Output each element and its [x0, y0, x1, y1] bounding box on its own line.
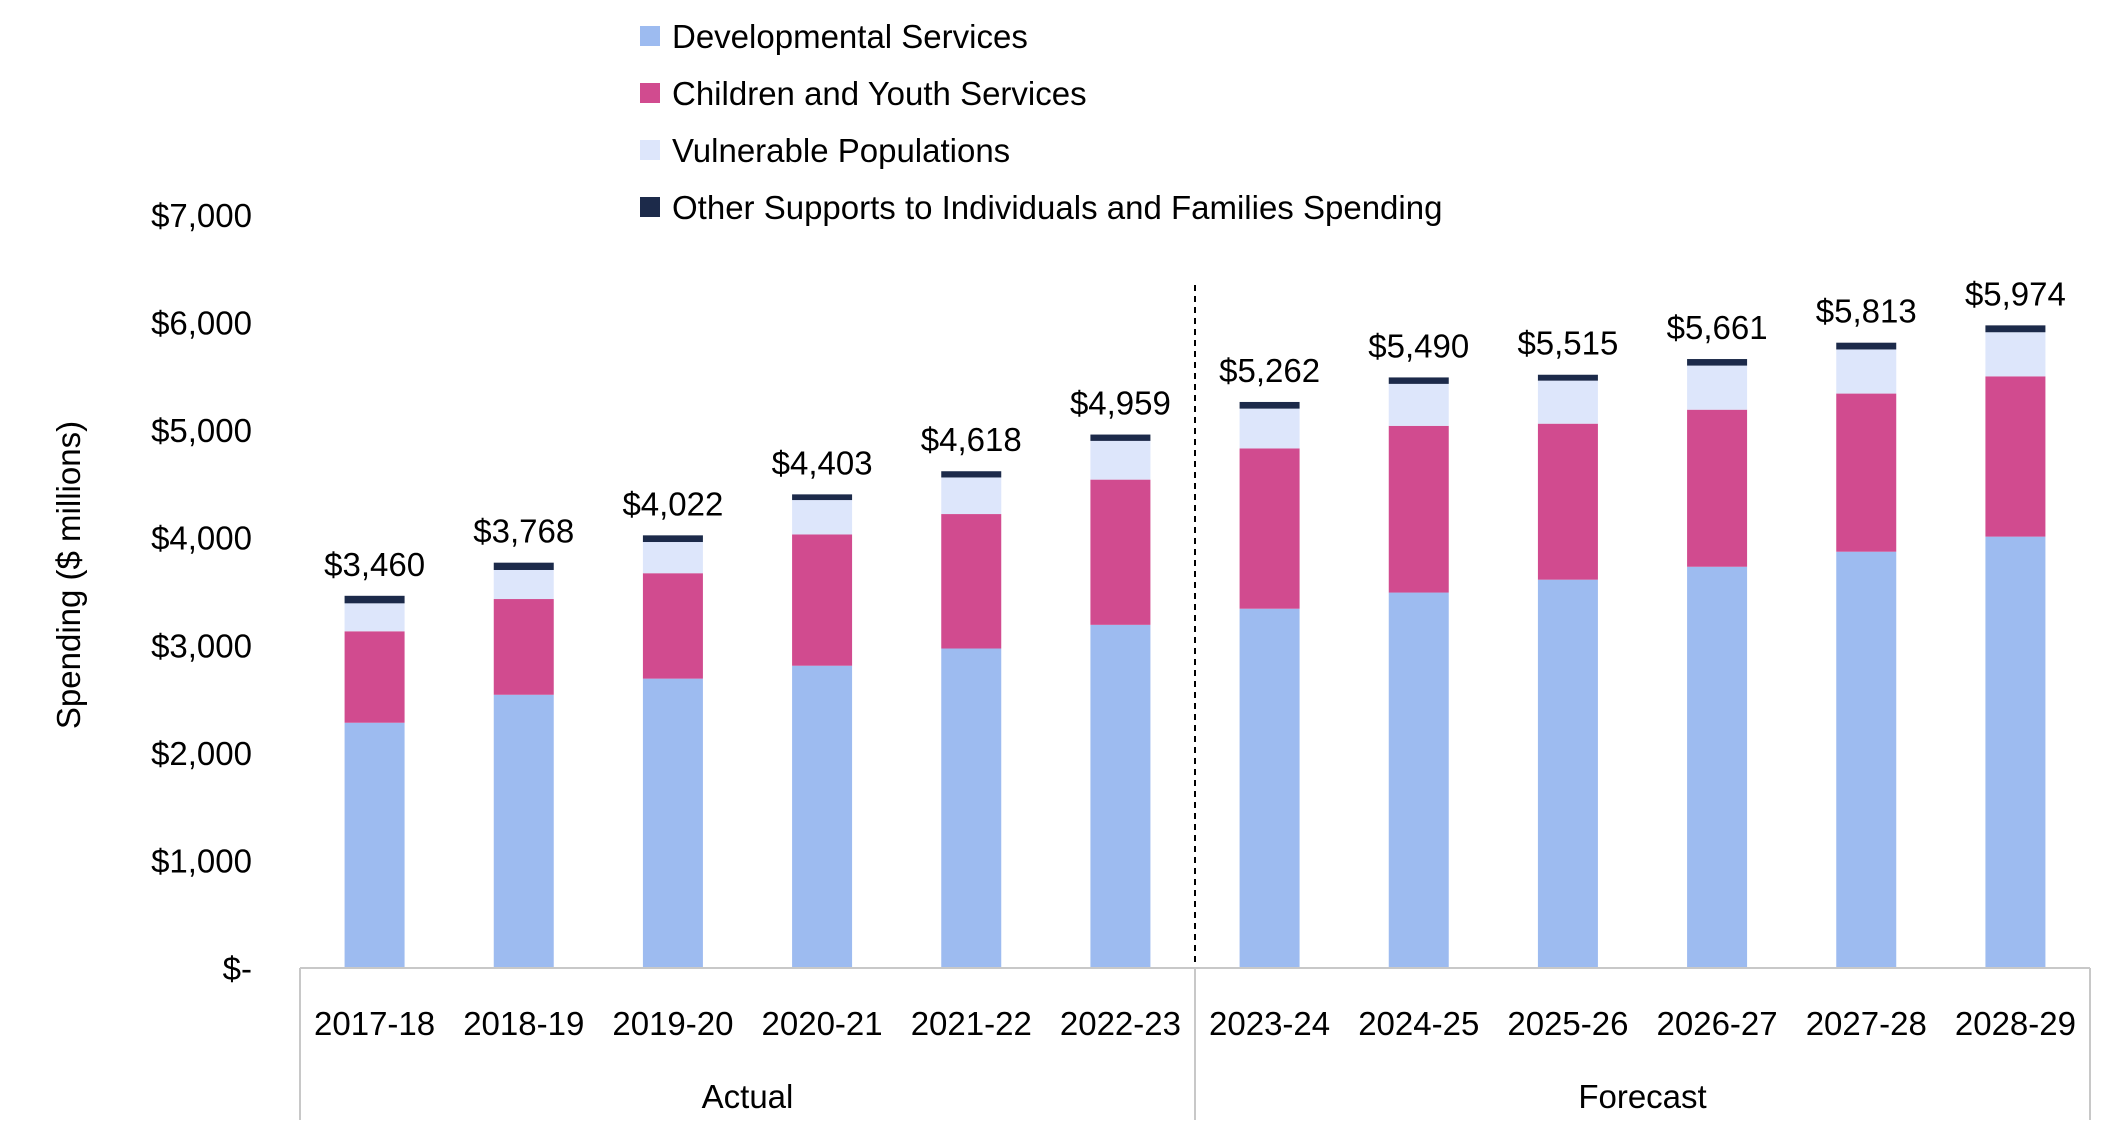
bar-segment: [1836, 349, 1897, 394]
bar-segment: [1985, 325, 2046, 333]
total-label: $3,768: [473, 513, 574, 550]
legend-swatch: [640, 26, 660, 46]
bar-segment: [1388, 592, 1449, 968]
y-axis-ticks: $- $1,000 $2,000 $3,000 $4,000 $5,000 $6,000 $7…: [151, 197, 252, 987]
bar-segment: [941, 514, 1002, 649]
bar-segment: [1090, 440, 1151, 480]
bar-segment: [1090, 434, 1151, 441]
bar-segment: [344, 631, 405, 723]
legend-label: Developmental Services: [672, 18, 1028, 55]
bar-segment: [1239, 448, 1300, 609]
x-axis: 2017-18 2018-19 2019-20 2020-21 2021-22 2022-…: [299, 967, 2091, 1120]
bar-segment: [941, 477, 1002, 515]
total-label: $5,490: [1368, 327, 1469, 364]
legend: Developmental Services Children and Youth…: [640, 18, 1442, 226]
group-label: Forecast: [1578, 1078, 1706, 1115]
bar-segment: [1985, 536, 2046, 968]
total-label: $5,813: [1816, 293, 1917, 330]
bar-segment: [642, 535, 703, 543]
bar-segment: [1537, 380, 1598, 424]
bar-segment: [1537, 423, 1598, 580]
total-label: $5,262: [1219, 352, 1320, 389]
total-labels: $3,460 $3,768 $4,022 $4,403 $4,618 $4,959 $5,2…: [324, 275, 2066, 582]
legend-label: Other Supports to Individuals and Famili…: [672, 189, 1442, 226]
bar-segment: [1239, 608, 1300, 968]
bar-segment: [1687, 566, 1748, 968]
bar-segment: [1239, 401, 1300, 409]
total-label: $4,022: [622, 485, 723, 522]
group-label: Actual: [702, 1078, 794, 1115]
bar-segment: [1836, 342, 1897, 350]
bar-segment: [1985, 332, 2046, 377]
legend-swatch: [640, 83, 660, 103]
y-tick-label: $2,000: [151, 735, 252, 772]
bar-segment: [1090, 624, 1151, 968]
bar-segment: [1388, 377, 1449, 384]
x-tick-label: 2026-27: [1657, 1005, 1778, 1042]
x-tick-label: 2027-28: [1806, 1005, 1927, 1042]
bar-segment: [1687, 365, 1748, 410]
bar-segment: [792, 500, 853, 535]
x-tick-label: 2028-29: [1955, 1005, 2076, 1042]
bar-segment: [1239, 408, 1300, 449]
total-label: $4,618: [921, 421, 1022, 458]
bar-segment: [642, 678, 703, 968]
x-tick-label: 2025-26: [1507, 1005, 1628, 1042]
bar-segment: [1388, 383, 1449, 426]
bar-segment: [1537, 579, 1598, 968]
x-tick-label: 2023-24: [1209, 1005, 1330, 1042]
bar-segment: [1985, 376, 2046, 537]
bar-segment: [344, 722, 405, 968]
total-label: $5,661: [1667, 309, 1768, 346]
x-tick-label: 2020-21: [762, 1005, 883, 1042]
bar-segment: [344, 603, 405, 632]
y-tick-label: $4,000: [151, 520, 252, 557]
x-tick-label: 2018-19: [463, 1005, 584, 1042]
bar-segment: [1687, 409, 1748, 567]
legend-label: Vulnerable Populations: [672, 132, 1010, 169]
y-tick-label: $7,000: [151, 197, 252, 234]
bar-segment: [493, 694, 554, 968]
bar-segment: [1388, 425, 1449, 593]
bar-segment: [1090, 479, 1151, 625]
y-tick-label: $-: [223, 950, 252, 987]
legend-label: Children and Youth Services: [672, 75, 1087, 112]
bar-segment: [493, 569, 554, 600]
bar-segment: [493, 599, 554, 695]
bar-segment: [1687, 359, 1748, 366]
y-tick-label: $6,000: [151, 305, 252, 342]
x-tick-label: 2017-18: [314, 1005, 435, 1042]
bar-segment: [941, 648, 1002, 968]
bar-segment: [642, 542, 703, 574]
bars: [344, 285, 2046, 968]
legend-swatch: [640, 140, 660, 160]
total-label: $5,515: [1517, 325, 1618, 362]
bar-segment: [792, 534, 853, 666]
x-tick-label: 2024-25: [1358, 1005, 1479, 1042]
bar-segment: [792, 494, 853, 501]
bar-segment: [1836, 551, 1897, 968]
bar-segment: [792, 665, 853, 968]
y-axis-label: Spending ($ millions): [50, 421, 87, 729]
legend-swatch: [640, 197, 660, 217]
total-label: $3,460: [324, 546, 425, 583]
x-tick-label: 2019-20: [612, 1005, 733, 1042]
x-tick-label: 2022-23: [1060, 1005, 1181, 1042]
bar-segment: [1836, 393, 1897, 552]
total-label: $5,974: [1965, 275, 2066, 312]
y-tick-label: $5,000: [151, 412, 252, 449]
y-tick-label: $3,000: [151, 627, 252, 664]
x-tick-label: 2021-22: [911, 1005, 1032, 1042]
bar-segment: [642, 573, 703, 679]
bar-segment: [1537, 374, 1598, 381]
bar-segment: [344, 595, 405, 604]
bar-segment: [493, 562, 554, 570]
total-label: $4,403: [772, 444, 873, 481]
bar-segment: [941, 471, 1002, 478]
y-tick-label: $1,000: [151, 842, 252, 879]
total-label: $4,959: [1070, 385, 1171, 422]
